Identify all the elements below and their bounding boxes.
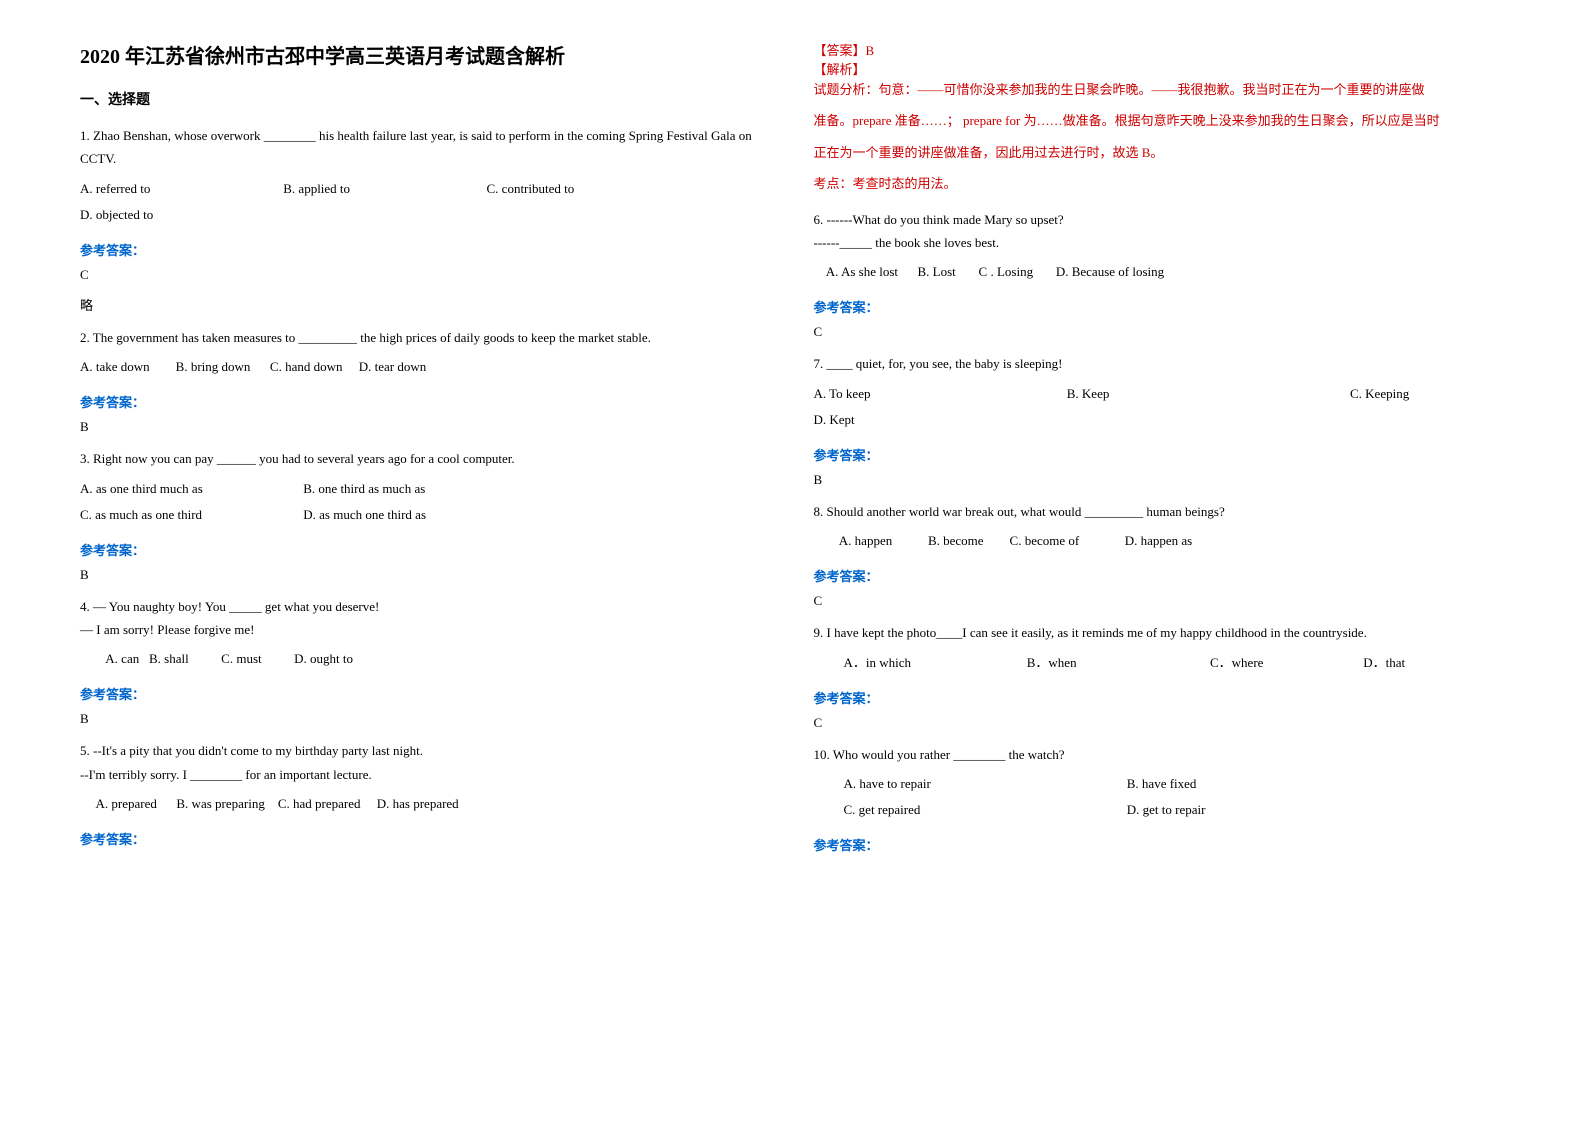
q1-answer: C xyxy=(80,267,774,283)
q2-text: 2. The government has taken measures to … xyxy=(80,326,774,349)
q6-options: A. As she lost B. Lost C . Losing D. Bec… xyxy=(814,259,1508,285)
q9-optD: D．that xyxy=(1363,655,1405,670)
q7-optC: C. Keeping xyxy=(1350,386,1409,401)
ans5-label: 【答案】B xyxy=(814,40,1508,59)
q3-optB: B. one third as much as xyxy=(303,481,425,496)
q2-answer-label: 参考答案： xyxy=(80,392,774,411)
q5-line2: --I'm terribly sorry. I ________ for an … xyxy=(80,763,774,786)
q10-optA: A. have to repair xyxy=(844,771,1124,797)
q9-optA: A．in which xyxy=(844,650,1024,676)
q6-line1: 6. ------What do you think made Mary so … xyxy=(814,208,1508,231)
right-column: 【答案】B 【解析】 试题分析：句意：——可惜你没来参加我的生日聚会昨晚。——我… xyxy=(794,40,1528,1082)
q3-options: A. as one third much as B. one third as … xyxy=(80,476,774,528)
q5-line1: 5. --It's a pity that you didn't come to… xyxy=(80,739,774,762)
q1-options: A. referred to B. applied to C. contribu… xyxy=(80,176,774,228)
q7-options: A. To keep B. Keep C. Keeping D. Kept xyxy=(814,381,1508,433)
analysis-2: 准备。prepare 准备……； prepare for 为……做准备。根据句意… xyxy=(814,109,1508,132)
q1-answer-label: 参考答案： xyxy=(80,240,774,259)
analysis-1: 试题分析：句意：——可惜你没来参加我的生日聚会昨晚。——我很抱歉。我当时正在为一… xyxy=(814,78,1508,101)
question-1: 1. Zhao Benshan, whose overwork ________… xyxy=(80,124,774,228)
q3-optD: D. as much one third as xyxy=(303,507,426,522)
q1-optC: C. contributed to xyxy=(487,176,575,202)
page-title: 2020 年江苏省徐州市古邳中学高三英语月考试题含解析 xyxy=(80,40,774,69)
q9-optB: B．when xyxy=(1027,650,1207,676)
q10-optB: B. have fixed xyxy=(1127,776,1197,791)
q4-line2: — I am sorry! Please forgive me! xyxy=(80,618,774,641)
q1-optB: B. applied to xyxy=(283,176,483,202)
q3-optA: A. as one third much as xyxy=(80,476,300,502)
q4-line1: 4. — You naughty boy! You _____ get what… xyxy=(80,595,774,618)
question-3: 3. Right now you can pay ______ you had … xyxy=(80,447,774,527)
q6-line2: ------_____ the book she loves best. xyxy=(814,231,1508,254)
q3-answer-label: 参考答案： xyxy=(80,540,774,559)
q4-options: A. can B. shall C. must D. ought to xyxy=(80,646,774,672)
q6-answer-label: 参考答案： xyxy=(814,297,1508,316)
q10-optC: C. get repaired xyxy=(844,797,1124,823)
q10-options: A. have to repair B. have fixed C. get r… xyxy=(814,771,1508,823)
q10-answer-label: 参考答案： xyxy=(814,835,1508,854)
question-6: 6. ------What do you think made Mary so … xyxy=(814,208,1508,286)
q7-optA: A. To keep xyxy=(814,381,1064,407)
q9-options: A．in which B．when C．where D．that xyxy=(814,650,1508,676)
q3-answer: B xyxy=(80,567,774,583)
question-8: 8. Should another world war break out, w… xyxy=(814,500,1508,554)
question-10: 10. Who would you rather ________ the wa… xyxy=(814,743,1508,823)
analysis-3: 正在为一个重要的讲座做准备，因此用过去进行时，故选 B。 xyxy=(814,141,1508,164)
q10-optD: D. get to repair xyxy=(1127,802,1206,817)
q9-text: 9. I have kept the photo____I can see it… xyxy=(814,621,1508,644)
q8-answer-label: 参考答案： xyxy=(814,566,1508,585)
q7-answer: B xyxy=(814,472,1508,488)
q1-note: 略 xyxy=(80,295,774,314)
q7-answer-label: 参考答案： xyxy=(814,445,1508,464)
q8-text: 8. Should another world war break out, w… xyxy=(814,500,1508,523)
q9-optC: C．where xyxy=(1210,650,1360,676)
q2-options: A. take down B. bring down C. hand down … xyxy=(80,354,774,380)
q8-options: A. happen B. become C. become of D. happ… xyxy=(814,528,1508,554)
question-4: 4. — You naughty boy! You _____ get what… xyxy=(80,595,774,673)
q5-options: A. prepared B. was preparing C. had prep… xyxy=(80,791,774,817)
q7-optD: D. Kept xyxy=(814,407,1014,433)
section-heading: 一、选择题 xyxy=(80,89,774,109)
q5-answer-label: 参考答案： xyxy=(80,829,774,848)
q3-optC: C. as much as one third xyxy=(80,502,300,528)
q8-answer: C xyxy=(814,593,1508,609)
q1-text: 1. Zhao Benshan, whose overwork ________… xyxy=(80,124,774,171)
q4-answer: B xyxy=(80,711,774,727)
analysis-label: 【解析】 xyxy=(814,59,1508,78)
question-5: 5. --It's a pity that you didn't come to… xyxy=(80,739,774,817)
q7-text: 7. ____ quiet, for, you see, the baby is… xyxy=(814,352,1508,375)
question-9: 9. I have kept the photo____I can see it… xyxy=(814,621,1508,675)
question-2: 2. The government has taken measures to … xyxy=(80,326,774,380)
q1-optA: A. referred to xyxy=(80,176,280,202)
q10-text: 10. Who would you rather ________ the wa… xyxy=(814,743,1508,766)
left-column: 2020 年江苏省徐州市古邳中学高三英语月考试题含解析 一、选择题 1. Zha… xyxy=(60,40,794,1082)
q9-answer: C xyxy=(814,715,1508,731)
q9-answer-label: 参考答案： xyxy=(814,688,1508,707)
question-7: 7. ____ quiet, for, you see, the baby is… xyxy=(814,352,1508,432)
q7-optB: B. Keep xyxy=(1067,381,1347,407)
q2-answer: B xyxy=(80,419,774,435)
q4-answer-label: 参考答案： xyxy=(80,684,774,703)
q1-optD: D. objected to xyxy=(80,202,280,228)
point: 考点：考查时态的用法。 xyxy=(814,172,1508,195)
q3-text: 3. Right now you can pay ______ you had … xyxy=(80,447,774,470)
q6-answer: C xyxy=(814,324,1508,340)
